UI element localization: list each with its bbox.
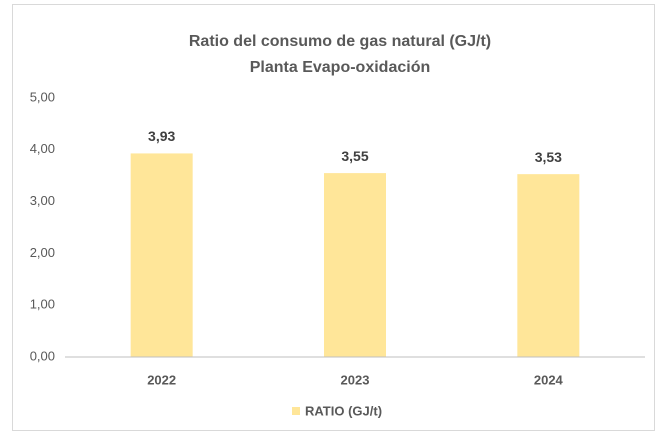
y-tick-label: 2,00 (30, 245, 55, 260)
y-tick-label: 5,00 (30, 89, 55, 104)
chart-title: Ratio del consumo de gas natural (GJ/t) (189, 33, 491, 50)
bar (130, 153, 193, 357)
y-tick-label: 0,00 (30, 348, 55, 363)
bar (517, 174, 580, 357)
x-tick-label: 2023 (341, 372, 370, 387)
y-tick-label: 4,00 (30, 141, 55, 156)
data-label: 3,53 (535, 149, 562, 165)
data-label: 3,93 (148, 128, 175, 144)
y-tick-label: 3,00 (30, 193, 55, 208)
x-tick-label: 2022 (147, 372, 176, 387)
legend-swatch (292, 407, 300, 415)
y-tick-label: 1,00 (30, 297, 55, 312)
x-tick-label: 2024 (534, 372, 564, 387)
legend-label: RATIO (GJ/t) (305, 403, 382, 418)
chart-subtitle: Planta Evapo-oxidación (250, 59, 430, 76)
bar (324, 173, 386, 357)
data-label: 3,55 (341, 148, 368, 164)
